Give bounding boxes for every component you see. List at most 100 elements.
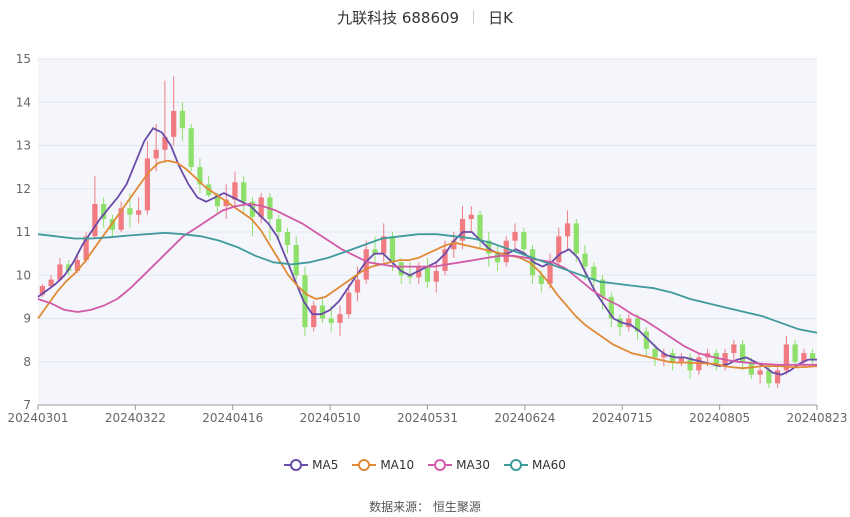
candle-body [101, 203, 107, 220]
candle-body [372, 249, 378, 254]
candle-body [197, 167, 203, 185]
candle-body [503, 240, 509, 263]
candle-body [346, 292, 352, 315]
chart-title: 九联科技 688609 [337, 8, 460, 27]
data-source: 数据来源： 恒生聚源 [0, 498, 850, 515]
chart-title-row: 九联科技 688609 日K [0, 6, 850, 28]
x-tick-label: 20240823 [786, 411, 847, 425]
candle-body [83, 236, 89, 261]
candle-body [494, 253, 501, 263]
candle-body [241, 182, 247, 202]
candle-body [188, 128, 194, 168]
candle-body [617, 318, 623, 328]
candle-body [258, 197, 264, 217]
candle-body [92, 203, 98, 237]
y-tick-label: 13 [16, 139, 31, 153]
candle-body [599, 279, 606, 297]
x-tick-label: 20240416 [202, 411, 263, 425]
x-tick-label: 20240322 [105, 411, 166, 425]
candle-body [39, 286, 46, 295]
candle-body [783, 344, 789, 371]
y-tick-label: 15 [16, 52, 31, 66]
candle-body [311, 305, 317, 328]
candle-body [582, 253, 588, 267]
candle-body [442, 249, 448, 271]
candle-body [48, 279, 54, 287]
candle-body [337, 314, 343, 323]
y-tick-label: 10 [16, 268, 31, 282]
candle-body [451, 240, 457, 250]
candle-body [687, 357, 693, 371]
source-label: 数据来源： [369, 500, 430, 514]
candle-body [381, 236, 387, 254]
candle-body [354, 279, 361, 293]
candle-body [74, 260, 81, 271]
candle-body [608, 296, 614, 319]
candle-body [757, 370, 763, 375]
x-tick-label: 20240805 [689, 411, 750, 425]
candle-body [573, 223, 579, 254]
candle-body [626, 318, 632, 328]
candle-body [66, 264, 72, 271]
legend-item-ma30[interactable]: MA30 [428, 458, 490, 472]
source-value: 恒生聚源 [432, 500, 481, 514]
chart-period: 日K [488, 8, 513, 27]
candle-body [416, 266, 422, 278]
x-tick-label: 20240510 [300, 411, 361, 425]
candle-body [284, 232, 291, 245]
candle-body [398, 262, 404, 276]
legend-marker-ma60 [504, 459, 529, 471]
candle-body [643, 331, 649, 349]
y-tick-label: 12 [16, 182, 31, 196]
candle-body [512, 232, 518, 241]
candle-body [486, 240, 492, 254]
candle-body [57, 264, 63, 280]
x-tick-label: 20240531 [397, 411, 458, 425]
candle-body [564, 223, 571, 237]
candle-body [678, 357, 684, 362]
candle-body [792, 344, 798, 362]
candle-body [407, 275, 413, 278]
legend-marker-ma10 [352, 459, 377, 471]
candle-body [634, 318, 641, 332]
y-tick-label: 11 [16, 225, 31, 239]
y-tick-label: 8 [23, 355, 31, 369]
legend-label-ma30: MA30 [456, 458, 491, 472]
candle-body [232, 182, 238, 200]
x-tick-label: 20240301 [7, 411, 68, 425]
x-tick-label: 20240715 [592, 411, 653, 425]
legend-label-ma5: MA5 [312, 458, 339, 472]
candle-body [389, 236, 396, 263]
series-line-ma30 [37, 202, 817, 366]
candle-body [652, 348, 658, 358]
candle-body [468, 214, 474, 220]
candle-body [179, 110, 186, 129]
candle-body [433, 270, 439, 282]
title-divider [473, 10, 475, 24]
candle-body [731, 344, 737, 354]
legend-item-ma5[interactable]: MA5 [284, 458, 338, 472]
legend-label-ma60: MA60 [532, 458, 566, 472]
candle-body [293, 244, 299, 276]
candle-body [328, 318, 334, 323]
candle-body [766, 370, 772, 384]
candle-body [809, 353, 816, 360]
y-tick-label: 9 [23, 312, 31, 326]
legend-item-ma60[interactable]: MA60 [504, 458, 566, 472]
candle-body [171, 110, 177, 137]
candle-body [556, 236, 562, 263]
candle-body [223, 199, 229, 207]
candle-body [162, 136, 168, 150]
candle-body [153, 149, 159, 159]
candle-body [801, 353, 807, 362]
legend-marker-ma5 [284, 459, 309, 471]
candle-body [547, 262, 553, 284]
series-line-ma60 [37, 231, 818, 334]
candle-body [459, 219, 466, 241]
legend-label-ma10: MA10 [380, 458, 415, 472]
candle-body [127, 208, 133, 215]
candle-body [276, 219, 282, 232]
candle-body [319, 305, 326, 319]
legend-item-ma10[interactable]: MA10 [352, 458, 414, 472]
